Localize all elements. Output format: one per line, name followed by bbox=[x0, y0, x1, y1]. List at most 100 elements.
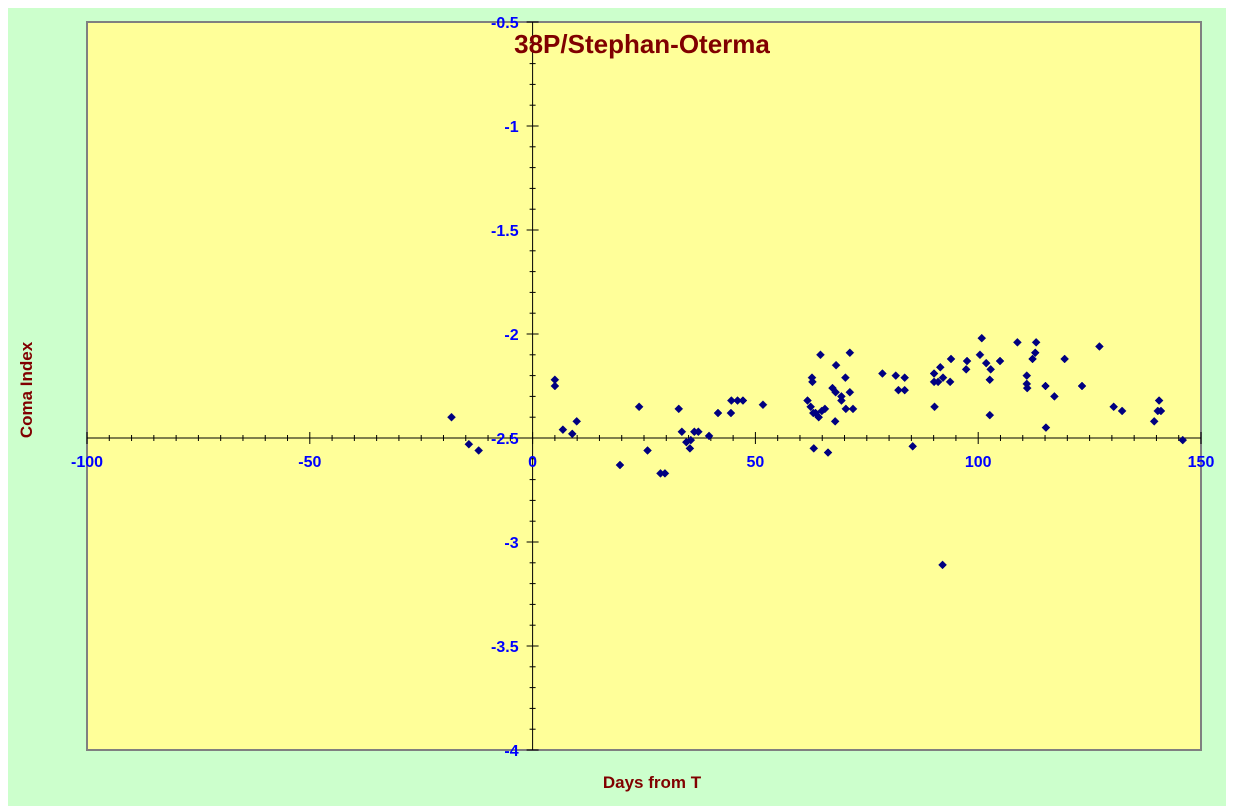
data-point bbox=[894, 385, 903, 395]
data-point bbox=[1022, 383, 1032, 393]
data-point bbox=[933, 377, 943, 387]
data-point bbox=[900, 385, 910, 395]
data-point bbox=[738, 396, 748, 405]
data-point bbox=[981, 358, 991, 368]
data-point bbox=[845, 348, 855, 358]
scatter-chart: -100 -50 0 50 100 150 -4 -3.5 -3 -2.5 -2 -1.5 -1 -0.5… bbox=[17, 15, 1214, 792]
data-point bbox=[841, 404, 851, 414]
data-point bbox=[823, 448, 833, 457]
data-point bbox=[935, 362, 945, 372]
data-point bbox=[643, 446, 652, 455]
data-point bbox=[634, 402, 644, 412]
data-point bbox=[713, 408, 723, 418]
data-point bbox=[806, 402, 816, 412]
data-point bbox=[962, 356, 972, 366]
data-point bbox=[938, 373, 948, 383]
data-point bbox=[1117, 406, 1127, 416]
data-point bbox=[985, 410, 995, 420]
data-point bbox=[808, 377, 817, 387]
data-point bbox=[841, 373, 850, 383]
x-tick-label: 50 bbox=[747, 454, 765, 471]
y-tick-label: -0.5 bbox=[491, 15, 519, 32]
data-point bbox=[1031, 337, 1041, 347]
data-point bbox=[938, 560, 947, 570]
data-point bbox=[1060, 354, 1069, 364]
data-point bbox=[726, 396, 736, 405]
data-point bbox=[1149, 417, 1159, 426]
axes: -100 -50 0 50 100 150 -4 -3.5 -3 -2.5 -2 -1.5 -1 -0.5 bbox=[71, 15, 1214, 760]
data-point bbox=[572, 417, 582, 426]
data-point bbox=[447, 412, 456, 422]
y-tick-label: -1 bbox=[504, 119, 518, 136]
data-point bbox=[878, 369, 887, 378]
data-point bbox=[820, 404, 830, 414]
data-point bbox=[474, 446, 484, 455]
data-point bbox=[891, 371, 901, 380]
chart-frame: -100 -50 0 50 100 150 -4 -3.5 -3 -2.5 -2 -1.5 -1 -0.5… bbox=[8, 8, 1226, 806]
data-point bbox=[1028, 354, 1037, 364]
data-point bbox=[985, 375, 995, 385]
data-point bbox=[1041, 381, 1050, 391]
data-point bbox=[685, 444, 695, 453]
data-point bbox=[464, 439, 474, 449]
data-point bbox=[908, 441, 918, 451]
data-point bbox=[995, 356, 1005, 366]
data-point bbox=[1109, 402, 1119, 412]
data-point bbox=[816, 350, 825, 360]
plot-area bbox=[86, 21, 1202, 751]
data-point bbox=[1077, 381, 1087, 391]
data-point bbox=[1013, 337, 1022, 347]
data-point bbox=[1095, 342, 1104, 351]
data-point bbox=[837, 396, 846, 405]
data-point bbox=[900, 373, 910, 383]
chart-title: 38P/Stephan-Oterma bbox=[514, 29, 770, 59]
data-point bbox=[831, 387, 840, 397]
data-point bbox=[1041, 423, 1051, 432]
data-point bbox=[686, 435, 696, 445]
y-tick-label: -2.5 bbox=[491, 431, 519, 448]
data-point bbox=[961, 365, 971, 374]
x-tick-label: 150 bbox=[1188, 454, 1215, 471]
data-point bbox=[660, 469, 670, 478]
x-tick-label: 100 bbox=[965, 454, 992, 471]
data-point bbox=[615, 460, 625, 470]
data-point bbox=[809, 444, 819, 453]
data-point bbox=[1050, 392, 1059, 401]
y-axis-title: Coma Index bbox=[17, 341, 36, 438]
data-point bbox=[677, 427, 687, 437]
data-point bbox=[694, 427, 703, 437]
data-point bbox=[1030, 348, 1040, 358]
x-tick-label: -50 bbox=[298, 454, 321, 471]
data-point bbox=[1178, 435, 1188, 445]
data-point bbox=[830, 417, 840, 426]
y-tick-label: -4 bbox=[504, 743, 518, 760]
y-tick-label: -1.5 bbox=[491, 223, 519, 240]
data-point bbox=[831, 360, 841, 370]
data-point bbox=[814, 412, 824, 422]
data-point bbox=[1154, 396, 1164, 405]
data-point bbox=[704, 431, 714, 441]
x-tick-label: 0 bbox=[528, 454, 537, 471]
data-point bbox=[977, 333, 987, 343]
data-point bbox=[986, 365, 996, 374]
data-point bbox=[674, 404, 684, 414]
data-point bbox=[845, 387, 855, 397]
data-points bbox=[447, 333, 1188, 570]
x-tick-label: -100 bbox=[71, 454, 103, 471]
data-point bbox=[550, 381, 560, 391]
y-tick-label: -3.5 bbox=[491, 639, 519, 656]
data-point bbox=[930, 402, 939, 412]
data-point bbox=[1156, 406, 1166, 416]
data-point bbox=[803, 396, 812, 405]
x-axis-title: Days from T bbox=[603, 773, 702, 792]
data-point bbox=[567, 429, 577, 439]
y-tick-label: -3 bbox=[504, 535, 518, 552]
data-point bbox=[945, 377, 955, 387]
data-point bbox=[975, 350, 985, 360]
data-point bbox=[558, 425, 568, 435]
data-point bbox=[726, 408, 736, 418]
data-point bbox=[848, 404, 858, 414]
data-point bbox=[946, 354, 956, 364]
data-point bbox=[758, 400, 768, 410]
y-tick-label: -2 bbox=[504, 327, 518, 344]
